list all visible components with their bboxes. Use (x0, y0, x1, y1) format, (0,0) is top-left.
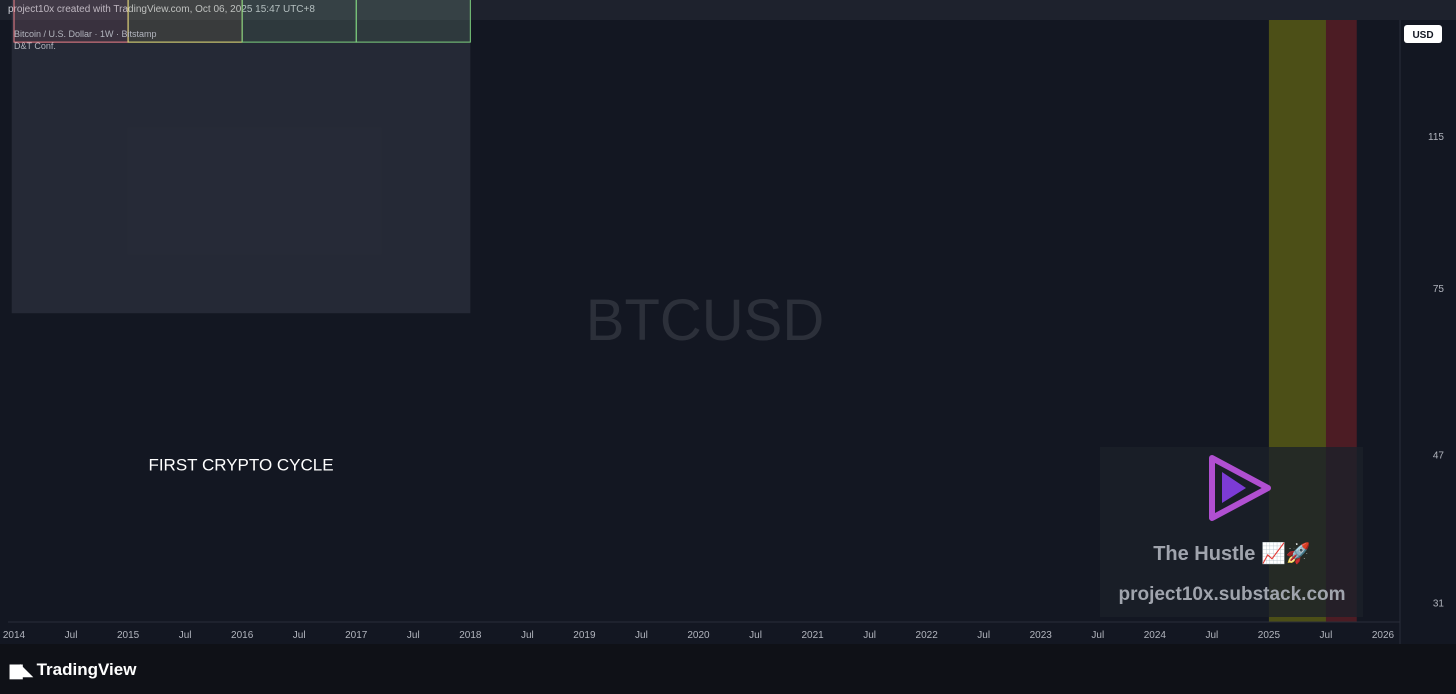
substack-url-text: project10x.substack.com (1118, 584, 1345, 605)
cycle-labels: FIRST CRYPTO CYCLESECOND CRYPTO CYCLETHI… (148, 455, 333, 474)
time-axis-label: 2023 (1030, 630, 1053, 641)
time-axis-label: 2018 (459, 630, 482, 641)
time-axis-label: Jul (977, 630, 990, 641)
cycle-region-1 (11, 0, 471, 314)
time-axis-label: 2022 (916, 630, 939, 641)
time-axis-label: 2021 (801, 630, 824, 641)
time-axis-label: Jul (521, 630, 534, 641)
time-axis-label: 2025 (1258, 630, 1281, 641)
currency-label: USD (1412, 30, 1433, 41)
time-axis-label: Jul (863, 630, 876, 641)
indicator-name: D&T Conf. (14, 41, 56, 51)
time-axis: 2014 Jul 2015 Jul 2016 Jul 2017 Jul 2018 Jul 2019 J… (3, 621, 1400, 641)
price-tick-label: 47 (1433, 450, 1445, 461)
year-box-2016 (241, 0, 357, 43)
time-axis-label: Jul (1320, 630, 1333, 641)
bottom-bar: ▆◣ TradingView (0, 644, 1456, 694)
time-axis-label: Jul (407, 630, 420, 641)
tradingview-logo-icon: ▆◣ (10, 662, 33, 679)
time-axis-label: 2024 (1144, 630, 1167, 641)
cycle-regions (11, 0, 471, 314)
time-axis-label: Jul (749, 630, 762, 641)
time-axis-label: Jul (1205, 630, 1218, 641)
year-box-2014 (13, 0, 129, 43)
time-axis-label: 2026 (1372, 630, 1395, 641)
time-axis-label: 2020 (687, 630, 710, 641)
time-axis-label: Jul (1091, 630, 1104, 641)
tradingview-logo[interactable]: ▆◣ TradingView (10, 660, 136, 680)
attribution-bar: project10x created with TradingView.com,… (0, 0, 1456, 20)
time-axis-label: 2015 (117, 630, 140, 641)
play-logo-icon (1209, 455, 1271, 521)
btcusd-watermark: BTCUSD (586, 288, 824, 353)
currency-badge (1404, 25, 1442, 43)
time-axis-label: 2017 (345, 630, 368, 641)
time-axis-label: 2016 (231, 630, 254, 641)
attribution-text: project10x created with TradingView.com,… (8, 4, 315, 15)
time-axis-label: Jul (179, 630, 192, 641)
time-axis-label: 2019 (573, 630, 596, 641)
hustle-brand-text: The Hustle 📈🚀 (1153, 541, 1311, 565)
year-box-2015 (127, 0, 243, 43)
year-box-2017 (355, 0, 471, 43)
price-tick-label: 115 (1428, 132, 1444, 143)
time-axis-label: 2014 (3, 630, 26, 641)
price-tick-label: 31 (1433, 599, 1445, 610)
time-axis-label: Jul (293, 630, 306, 641)
price-scale: USD400,000260,000160,00064,00040,00026,0… (1399, 20, 1448, 644)
year-boxes (13, 0, 471, 43)
hustle-branding: The Hustle 📈🚀 project10x.substack.com (1100, 447, 1363, 617)
symbol-title: Bitcoin / U.S. Dollar · 1W · Bitstamp (14, 29, 157, 39)
time-axis-label: Jul (65, 630, 78, 641)
time-axis-label: Jul (635, 630, 648, 641)
tradingview-wordmark: TradingView (36, 660, 137, 679)
play-logo-inner-icon (1222, 472, 1246, 503)
price-scale-bg (1400, 20, 1448, 644)
symbol-legend[interactable]: Bitcoin / U.S. Dollar · 1W · Bitstamp D&… (14, 28, 157, 52)
price-tick-label: 75 (1433, 284, 1445, 295)
cycle-label-1: FIRST CRYPTO CYCLE (148, 455, 333, 474)
